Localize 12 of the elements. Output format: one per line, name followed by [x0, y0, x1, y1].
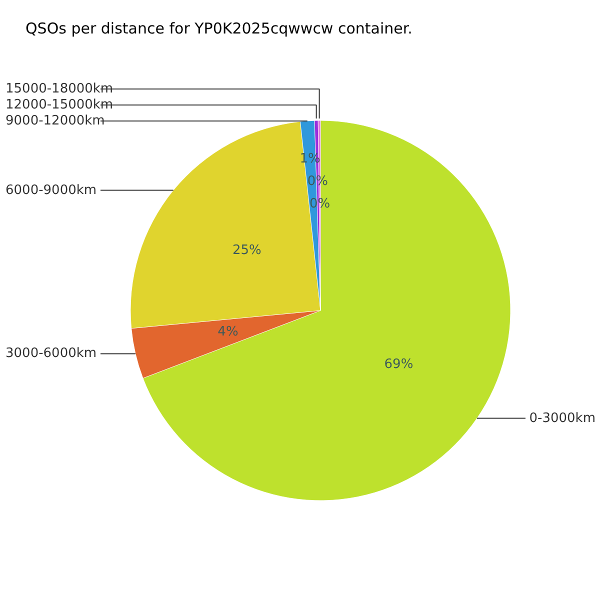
data-label: 4% [218, 324, 238, 340]
slice-label: 9000-12000km [6, 113, 105, 128]
slice-label: 6000-9000km [6, 182, 97, 198]
data-label: 0% [307, 174, 328, 189]
data-label: 25% [232, 242, 262, 258]
chart-title: QSOs per distance for YP0K2025cqwwcw container. [26, 20, 412, 38]
slice-label: 15000-18000km [6, 81, 114, 96]
slice-label: 0-3000km [529, 410, 596, 426]
data-label: 0% [310, 196, 330, 212]
data-label: 69% [384, 356, 414, 372]
slice-label: 12000-15000km [6, 97, 114, 112]
slice-label: 3000-6000km [6, 346, 97, 362]
